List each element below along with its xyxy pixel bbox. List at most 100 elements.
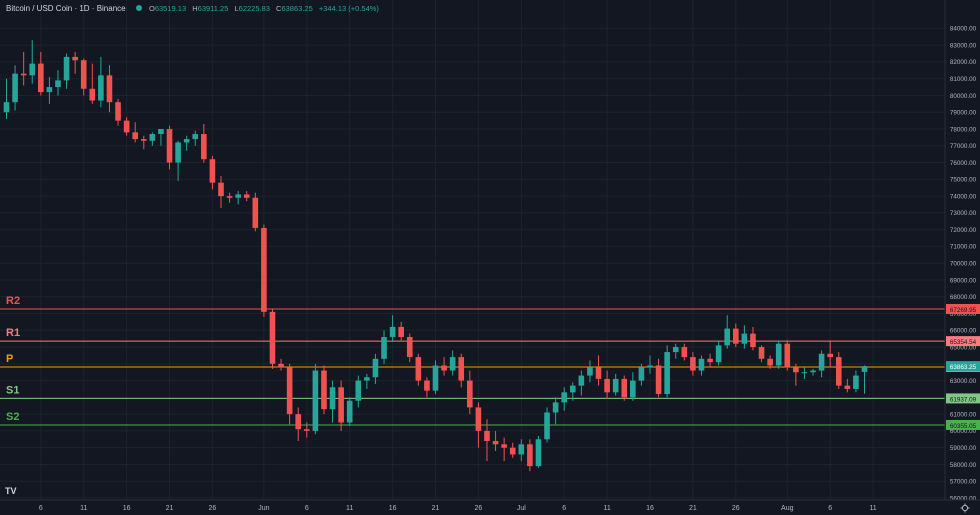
settings-gear-icon[interactable] — [960, 503, 970, 513]
candle[interactable] — [201, 123, 207, 163]
candle[interactable] — [140, 135, 147, 150]
candle[interactable] — [46, 77, 53, 104]
candle[interactable] — [638, 363, 645, 386]
candle[interactable] — [784, 340, 791, 371]
time-axis[interactable] — [0, 499, 980, 515]
candle[interactable] — [89, 63, 96, 104]
candle[interactable] — [604, 370, 610, 400]
candle[interactable] — [467, 370, 473, 415]
candle[interactable] — [569, 382, 576, 401]
candle[interactable] — [381, 330, 387, 364]
candle[interactable] — [484, 419, 490, 462]
candle[interactable] — [432, 360, 439, 395]
candle[interactable] — [844, 378, 851, 393]
candle[interactable] — [192, 130, 199, 146]
candle[interactable] — [63, 53, 70, 89]
candle[interactable] — [707, 353, 713, 368]
candle[interactable] — [527, 439, 533, 472]
candle[interactable] — [278, 358, 284, 371]
candle[interactable] — [389, 315, 396, 343]
candle[interactable] — [698, 355, 705, 376]
candle[interactable] — [209, 155, 216, 190]
candle[interactable] — [793, 363, 799, 386]
candle[interactable] — [115, 98, 121, 126]
candle[interactable] — [621, 375, 628, 401]
candle[interactable] — [724, 315, 731, 349]
candle[interactable] — [861, 365, 868, 394]
candle[interactable] — [441, 357, 447, 376]
candle[interactable] — [72, 51, 78, 74]
candle[interactable] — [372, 353, 379, 384]
candle[interactable] — [132, 122, 138, 143]
candle[interactable] — [38, 51, 44, 96]
candle[interactable] — [218, 175, 224, 208]
candle[interactable] — [509, 442, 516, 458]
candle[interactable] — [346, 397, 353, 426]
candle[interactable] — [818, 350, 825, 378]
candles[interactable] — [3, 40, 868, 472]
candle[interactable] — [853, 370, 859, 393]
candle[interactable] — [304, 422, 310, 438]
candle[interactable] — [492, 430, 499, 452]
candle[interactable] — [655, 358, 662, 398]
candle[interactable] — [149, 132, 156, 146]
candle[interactable] — [630, 372, 636, 401]
candle[interactable] — [252, 192, 259, 232]
candle[interactable] — [672, 343, 679, 359]
candle[interactable] — [475, 402, 482, 448]
candle[interactable] — [715, 340, 722, 366]
candle[interactable] — [269, 308, 276, 369]
tradingview-logo[interactable]: TV — [5, 486, 17, 496]
candle[interactable] — [741, 325, 748, 349]
candle[interactable] — [415, 353, 422, 386]
candle[interactable] — [552, 397, 559, 425]
candle[interactable] — [406, 333, 413, 363]
candle[interactable] — [775, 340, 782, 369]
candle[interactable] — [55, 70, 61, 96]
candle[interactable] — [286, 363, 293, 425]
candle[interactable] — [158, 129, 164, 146]
candle[interactable] — [612, 373, 619, 396]
candle[interactable] — [758, 345, 765, 363]
candle[interactable] — [329, 380, 336, 423]
candle[interactable] — [3, 78, 10, 119]
candle[interactable] — [12, 65, 18, 111]
candle[interactable] — [544, 407, 550, 443]
price-axis[interactable] — [944, 0, 980, 500]
candle[interactable] — [235, 191, 241, 205]
candle[interactable] — [733, 323, 739, 348]
candle[interactable] — [166, 125, 173, 170]
candle[interactable] — [535, 435, 542, 468]
candle[interactable] — [827, 340, 833, 368]
candle[interactable] — [355, 375, 362, 408]
candle[interactable] — [183, 135, 190, 151]
candle[interactable] — [424, 377, 430, 398]
candle[interactable] — [449, 350, 456, 376]
candle[interactable] — [835, 352, 842, 389]
candle[interactable] — [561, 387, 567, 411]
candle[interactable] — [750, 326, 756, 351]
candle[interactable] — [295, 407, 302, 441]
candle[interactable] — [518, 439, 525, 462]
candle[interactable] — [175, 140, 181, 182]
candle[interactable] — [501, 437, 507, 462]
candle[interactable] — [29, 40, 36, 84]
candle[interactable] — [595, 355, 602, 386]
candle[interactable] — [458, 353, 465, 388]
symbol-title[interactable]: Bitcoin / USD Coin · 1D · Binance — [6, 4, 126, 13]
candle[interactable] — [398, 321, 404, 341]
candle[interactable] — [123, 117, 130, 136]
candle[interactable] — [226, 192, 233, 203]
candle[interactable] — [647, 355, 653, 374]
candle[interactable] — [338, 380, 344, 431]
candle[interactable] — [80, 58, 87, 96]
candle[interactable] — [801, 367, 808, 379]
candle[interactable] — [312, 363, 319, 435]
candle[interactable] — [364, 373, 370, 389]
candle[interactable] — [106, 65, 113, 113]
candle[interactable] — [20, 51, 27, 86]
candle[interactable] — [664, 345, 670, 398]
candle[interactable] — [261, 224, 267, 317]
candle[interactable] — [243, 191, 250, 202]
